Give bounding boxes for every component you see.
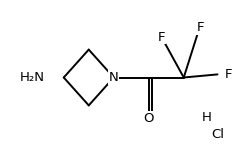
Text: O: O bbox=[144, 112, 154, 125]
Text: Cl: Cl bbox=[211, 128, 224, 141]
Text: N: N bbox=[109, 71, 119, 84]
Text: H₂N: H₂N bbox=[20, 71, 45, 84]
Text: H: H bbox=[201, 111, 211, 124]
Text: F: F bbox=[158, 31, 165, 44]
Text: F: F bbox=[225, 68, 232, 81]
Text: F: F bbox=[196, 21, 204, 34]
